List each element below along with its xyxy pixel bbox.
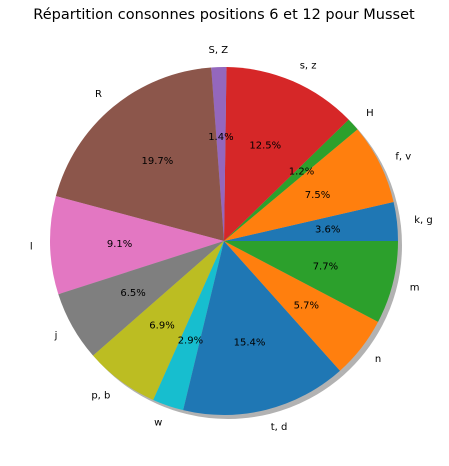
slice-label-h: H xyxy=(366,108,374,119)
slice-label-s-z: s, z xyxy=(300,61,317,72)
slice-label-l: l xyxy=(30,241,33,252)
percent-label-w: 2.9% xyxy=(178,335,203,346)
percent-label-f-v: 7.5% xyxy=(305,190,330,201)
percent-label-t-d: 15.4% xyxy=(234,338,266,349)
pie-slice-l xyxy=(50,196,224,295)
slice-label-w: w xyxy=(154,418,162,429)
pie-slice-j xyxy=(58,241,224,356)
chart-title: Répartition consonnes positions 6 et 12 … xyxy=(33,7,415,23)
slice-label-n: n xyxy=(375,354,381,365)
pie-slice-k-g xyxy=(224,202,398,241)
slice-label-f-v: f, v xyxy=(395,151,411,162)
slice-label-t-d: t, d xyxy=(271,422,288,433)
label-layer: 3.6% k, g 7.5% f, v 1.2% H 12.5% s, z 1.4% S, Z 19… xyxy=(30,45,433,433)
pie-slice-m xyxy=(224,241,398,322)
slice-layer xyxy=(50,66,398,415)
percent-label-s-z: 12.5% xyxy=(249,141,281,152)
pie-slice-h xyxy=(224,119,358,241)
percent-label-m: 7.7% xyxy=(313,262,338,273)
slice-label-s-z: S, Z xyxy=(209,45,229,56)
percent-label-k-g: 3.6% xyxy=(315,225,340,236)
pie-slice-s-z xyxy=(211,66,227,241)
slice-label-p-b: p, b xyxy=(91,391,110,402)
percent-label-h: 1.2% xyxy=(289,167,314,178)
pie-slice-t-d xyxy=(183,241,340,415)
pie-slice-p-b xyxy=(93,241,225,400)
slice-label-k-g: k, g xyxy=(414,215,433,226)
slice-label-j: j xyxy=(54,331,58,342)
slice-label-r: R xyxy=(95,89,102,100)
percent-label-l: 9.1% xyxy=(107,239,132,250)
pie-slice-s-z xyxy=(224,67,349,241)
percent-label-s-z: 1.4% xyxy=(208,132,233,143)
slice-label-m: m xyxy=(410,282,420,293)
pie-slice-w xyxy=(153,241,224,411)
percent-label-p-b: 6.9% xyxy=(149,321,174,332)
percent-label-r: 19.7% xyxy=(142,156,174,167)
percent-label-j: 6.5% xyxy=(120,288,145,299)
percent-label-n: 5.7% xyxy=(294,301,319,312)
pie-slice-r xyxy=(55,67,224,242)
pie-slice-n xyxy=(224,241,379,371)
pie-slice-f-v xyxy=(224,129,394,241)
